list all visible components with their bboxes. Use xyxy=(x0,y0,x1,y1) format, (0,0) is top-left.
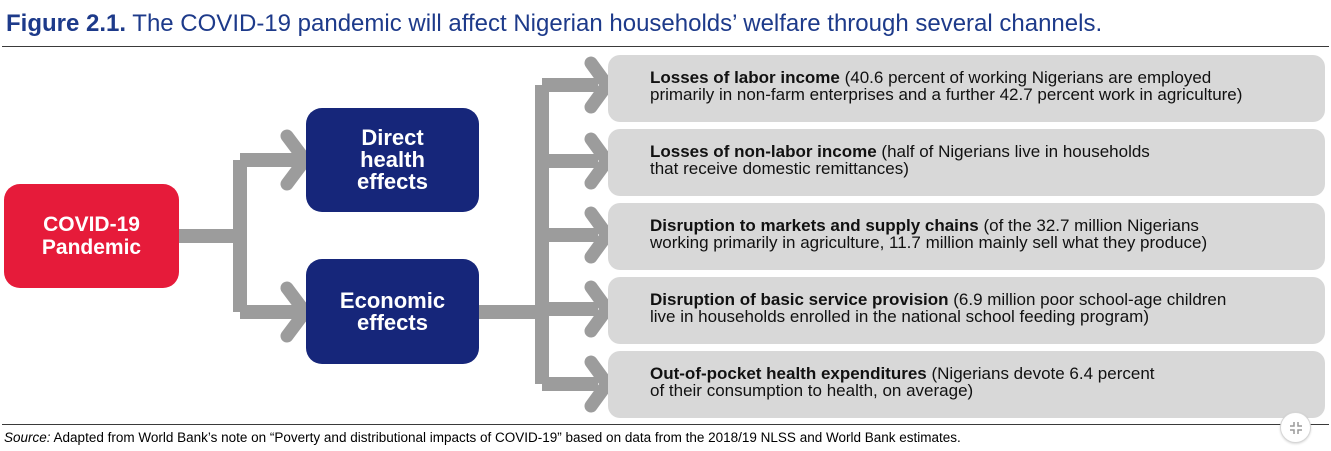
collapse-button[interactable] xyxy=(1280,412,1311,443)
channel-non-labor-income: Losses of non-labor income (half of Nige… xyxy=(608,129,1325,196)
channel-lead: Losses of non-labor income xyxy=(650,142,877,161)
channel-detail: (half of Nigerians live in households th… xyxy=(650,142,1150,178)
channel-basic-services: Disruption of basic service provision (6… xyxy=(608,277,1325,344)
economic-effects-label: Economic effects xyxy=(339,287,446,335)
channel-labor-income: Losses of labor income (40.6 percent of … xyxy=(608,55,1325,122)
figure-number: Figure 2.1. xyxy=(6,10,127,37)
channel-lead: Losses of labor income xyxy=(650,68,840,87)
channel-detail: (of the 32.7 million Nigerians working p… xyxy=(650,216,1208,252)
arrowhead-channel-4 xyxy=(584,280,614,338)
channel-lead: Disruption to markets and supply chains xyxy=(650,216,979,235)
channel-detail: (Nigerians devote 6.4 percent of their c… xyxy=(650,364,1155,400)
source-rule xyxy=(2,424,1329,425)
covid-pandemic-node: COVID-19 Pandemic xyxy=(4,184,179,288)
arrowhead-channel-5 xyxy=(584,355,614,413)
direct-health-effects-node: Direct health effects xyxy=(306,108,479,212)
channel-health-expenditures: Out-of-pocket health expenditures (Niger… xyxy=(608,351,1325,418)
channel-lead: Disruption of basic service provision xyxy=(650,290,949,309)
arrowhead-econ xyxy=(280,281,312,343)
figure-caption: The COVID-19 pandemic will affect Nigeri… xyxy=(132,10,1103,37)
source-label: Source: xyxy=(4,430,51,445)
collapse-icon xyxy=(1289,421,1302,434)
channel-detail: (40.6 percent of working Nigerians are e… xyxy=(650,68,1243,104)
channel-lead: Out-of-pocket health expenditures xyxy=(650,364,927,383)
covid-pandemic-label: COVID-19 Pandemic xyxy=(41,213,142,259)
arrowhead-channel-3 xyxy=(584,206,614,264)
economic-effects-node: Economic effects xyxy=(306,259,479,364)
direct-health-effects-label: Direct health effects xyxy=(357,125,428,194)
channel-detail: (6.9 million poor school-age children li… xyxy=(650,290,1227,326)
arrowhead-channel-2 xyxy=(584,132,614,190)
arrowhead-direct xyxy=(280,129,312,191)
arrowhead-channel-1 xyxy=(584,56,614,114)
channel-markets-supply: Disruption to markets and supply chains … xyxy=(608,203,1325,270)
source-note: Source: Adapted from World Bank’s note o… xyxy=(4,430,961,446)
figure-title: Figure 2.1. The COVID-19 pandemic will a… xyxy=(6,9,1326,39)
title-rule xyxy=(2,46,1329,47)
source-text: Adapted from World Bank’s note on “Pover… xyxy=(50,430,961,445)
